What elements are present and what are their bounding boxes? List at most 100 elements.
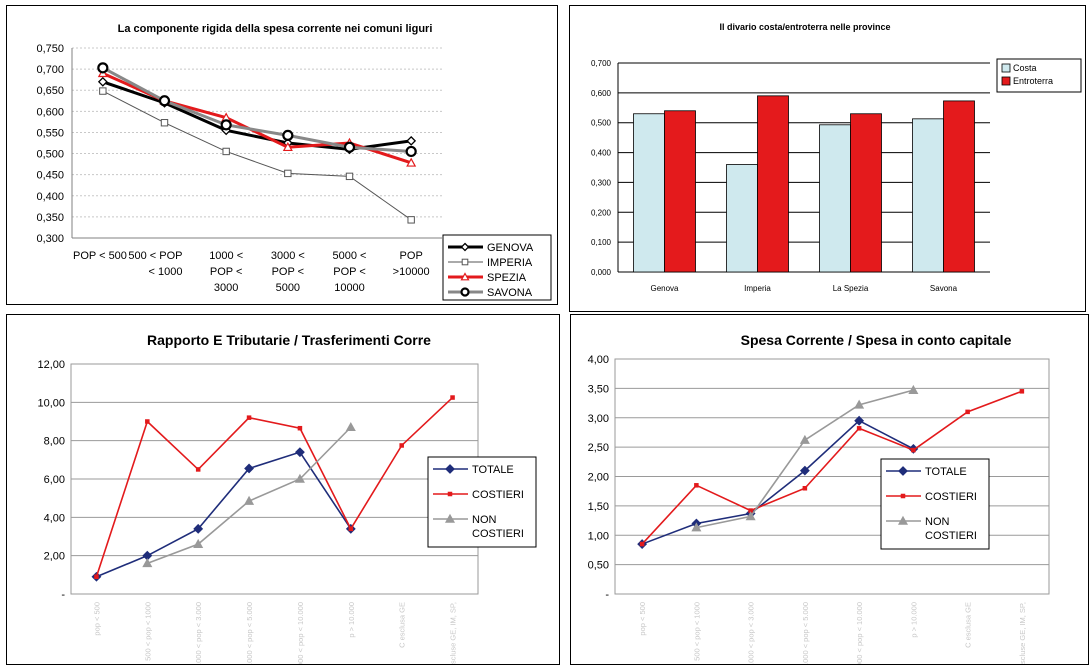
legend-label: Entroterra [1013, 76, 1053, 86]
x-tick-label: POP < 500 [73, 250, 127, 262]
data-point [405, 145, 417, 158]
data-point [639, 541, 645, 547]
chart-panel-current-capital: Spesa Corrente / Spesa in conto capitale… [570, 314, 1089, 665]
y-tick-label: 0,500 [591, 119, 612, 128]
legend-box [442, 234, 552, 301]
legend-marker [898, 466, 908, 476]
y-tick-label: 3,00 [588, 413, 609, 425]
y-tick-label: 4,00 [44, 512, 65, 524]
y-tick-label: 12,00 [37, 359, 65, 371]
data-point [222, 147, 230, 156]
data-point [908, 384, 919, 394]
x-tick-label: Genova [650, 284, 679, 293]
series-line [102, 66, 412, 153]
y-tick-label: 0,700 [591, 59, 612, 68]
chart-current-capital: Spesa Corrente / Spesa in conto capitale… [588, 332, 1050, 664]
y-tick-label: 8,00 [44, 436, 65, 448]
x-tick-label: 3000 < [271, 250, 305, 262]
data-point [799, 434, 810, 444]
data-point [99, 87, 107, 95]
legend-label: COSTIERI [472, 489, 524, 501]
data-point [854, 399, 865, 409]
legend-label: NON COSTIERI [925, 516, 977, 542]
chart-panel-tax-transfers: Rapporto E Tributarie / Trasferimenti Co… [6, 314, 560, 665]
data-point [343, 141, 356, 153]
legend-swatch [1001, 76, 1011, 86]
data-point [802, 485, 808, 491]
x-tick-label: p > 10.000 [909, 602, 918, 638]
data-point [246, 415, 252, 420]
chart-title: Il divario costa/entroterra nelle provin… [719, 22, 890, 32]
y-tick-label: 0,650 [36, 85, 64, 97]
data-point [856, 426, 862, 431]
x-tick-label: 1.000 < pop < 3.000 [747, 602, 756, 664]
data-point [97, 62, 109, 74]
data-point [399, 443, 404, 448]
series-line [95, 396, 454, 577]
x-tick-label: p > 10.000 [347, 602, 356, 638]
series-line [96, 451, 352, 578]
data-point [142, 558, 153, 568]
data-point [694, 483, 699, 488]
x-tick-label: 5.000 < pop < 10.000 [296, 602, 305, 664]
y-tick-label: 6,00 [44, 474, 65, 486]
y-tick-label: 0,600 [591, 89, 612, 98]
legend-label: SAVONA [487, 287, 533, 299]
x-tick-label: C esclusa GE [398, 602, 407, 648]
x-tick-label: 3.000 < pop < 5.000 [801, 602, 810, 664]
legend-marker [460, 242, 470, 252]
data-point [160, 119, 169, 127]
chart-tax-transfers: Rapporto E Tributarie / Trasferimenti Co… [37, 332, 537, 664]
data-point [294, 473, 305, 483]
legend-marker [445, 464, 455, 474]
y-tick-label: - [61, 589, 65, 601]
x-tick-label: Savona [930, 284, 958, 293]
y-tick-label: 2,50 [588, 442, 609, 454]
bar [819, 124, 851, 273]
data-point [1019, 389, 1025, 394]
legend-marker [897, 515, 909, 525]
x-tick-label: 3.000 < pop < 5.000 [245, 602, 254, 664]
chart-coast-inland: Il divario costa/entroterra nelle provin… [591, 22, 1082, 293]
series-line [147, 426, 352, 565]
x-tick-label: POP < [333, 266, 366, 278]
x-tick-label: C esclusa GE [964, 602, 973, 648]
data-point [911, 447, 916, 453]
data-point [94, 574, 99, 580]
data-point [97, 76, 108, 87]
legend-label: TOTALE [925, 466, 967, 478]
chart-title: Spesa Corrente / Spesa in conto capitale [741, 332, 1012, 348]
data-point [193, 538, 204, 548]
legend-label: Costa [1013, 63, 1037, 73]
x-tick-label: >10000 [393, 266, 430, 278]
legend-label: IMPERIA [487, 257, 533, 269]
data-point [244, 495, 255, 505]
y-tick-label: 2,00 [44, 551, 65, 563]
x-tick-label: 500 < POP [128, 250, 182, 262]
legend-marker [900, 493, 906, 499]
data-point [854, 415, 865, 426]
bar [726, 164, 758, 273]
plot-border [614, 358, 1050, 595]
y-tick-label: 10,00 [37, 397, 65, 409]
y-tick-label: 0,600 [36, 106, 64, 118]
bar [850, 113, 882, 273]
y-tick-label: 0,350 [36, 212, 64, 224]
legend-box [880, 458, 990, 550]
y-tick-label: 1,00 [588, 530, 609, 542]
x-tick-label: POP [400, 250, 423, 262]
data-point [345, 172, 354, 181]
bar [664, 110, 696, 273]
y-tick-label: 0,700 [36, 64, 64, 76]
y-tick-label: 4,00 [588, 354, 609, 366]
data-point [407, 216, 415, 224]
y-tick-label: 0,550 [36, 127, 64, 139]
y-tick-label: 0,50 [588, 560, 609, 572]
y-tick-label: 2,00 [588, 472, 609, 484]
bar [912, 118, 944, 273]
legend-label: SPEZIA [487, 272, 527, 284]
data-point [406, 157, 417, 167]
y-tick-label: 0,400 [36, 191, 64, 203]
x-tick-label: 500 < pop < 1000 [143, 602, 152, 661]
y-tick-label: 0,300 [36, 233, 64, 245]
